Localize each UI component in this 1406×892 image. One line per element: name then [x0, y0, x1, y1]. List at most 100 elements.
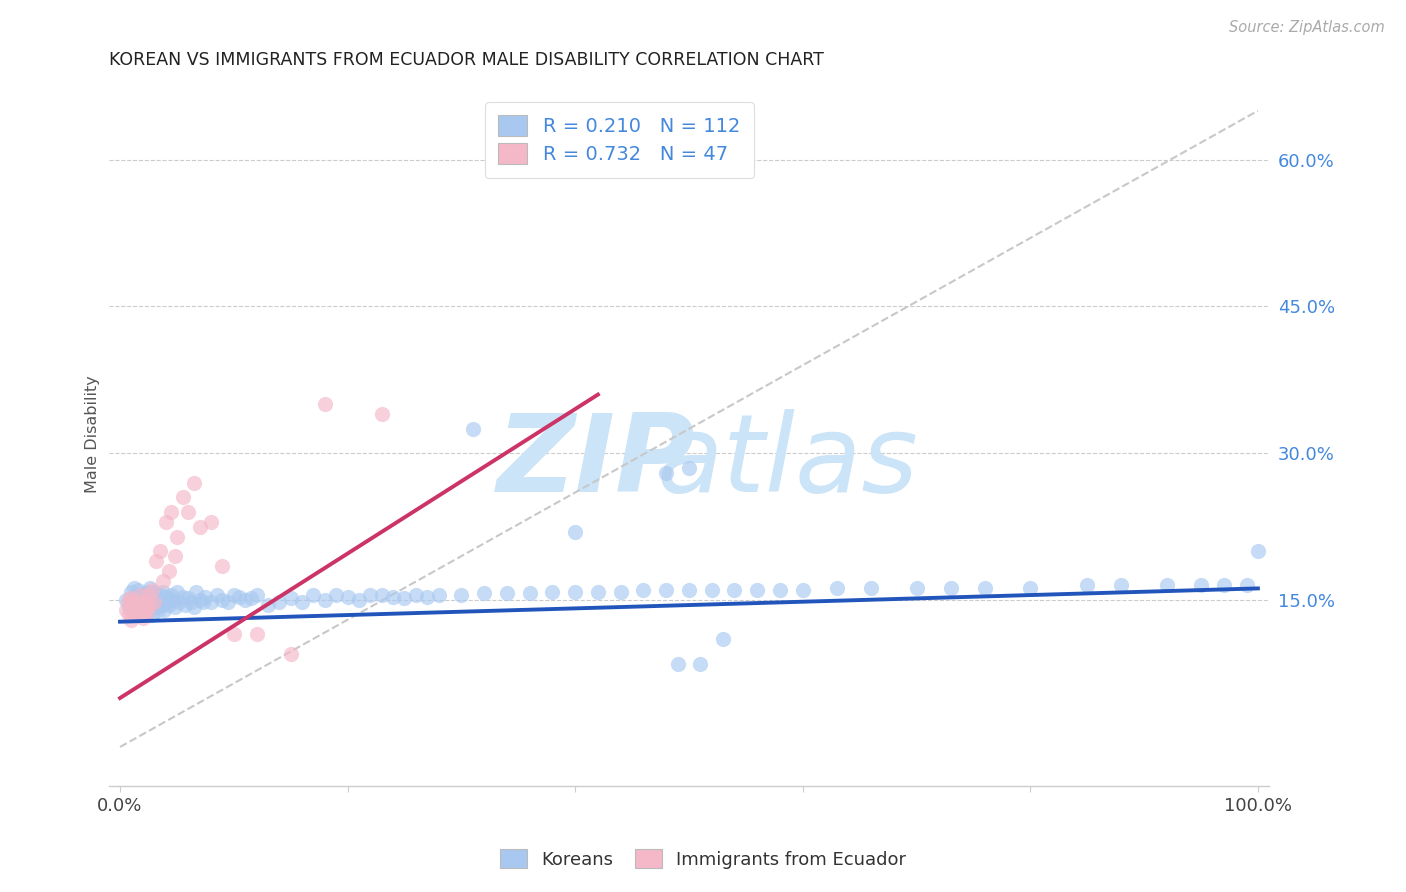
Point — [141, 583, 163, 598]
Point — [157, 598, 180, 612]
Point — [427, 588, 450, 602]
Point — [191, 595, 214, 609]
Point — [519, 586, 541, 600]
Point — [371, 407, 394, 421]
Point — [269, 595, 291, 609]
Point — [136, 585, 159, 599]
Point — [145, 554, 167, 568]
Point — [124, 598, 146, 612]
Point — [138, 588, 160, 602]
Point — [138, 596, 160, 610]
Point — [149, 595, 172, 609]
Point — [1111, 578, 1133, 592]
Legend: Koreans, Immigrants from Ecuador: Koreans, Immigrants from Ecuador — [492, 841, 914, 876]
Point — [496, 586, 519, 600]
Point — [141, 607, 163, 622]
Point — [122, 582, 145, 596]
Point — [200, 595, 222, 609]
Point — [711, 632, 734, 647]
Point — [186, 585, 208, 599]
Point — [127, 583, 149, 598]
Point — [124, 595, 146, 609]
Point — [700, 583, 723, 598]
Point — [860, 582, 883, 596]
Point — [129, 588, 152, 602]
Point — [114, 593, 136, 607]
Point — [1236, 578, 1258, 592]
Point — [280, 647, 302, 661]
Point — [134, 591, 156, 606]
Point — [792, 583, 814, 598]
Point — [132, 611, 155, 625]
Point — [149, 544, 172, 558]
Point — [689, 657, 711, 671]
Text: ZIP: ZIP — [496, 409, 696, 515]
Point — [166, 585, 188, 599]
Point — [152, 585, 174, 599]
Point — [222, 588, 245, 602]
Point — [172, 491, 194, 505]
Point — [1212, 578, 1234, 592]
Point — [120, 595, 142, 609]
Point — [1156, 578, 1178, 592]
Point — [129, 603, 152, 617]
Text: Source: ZipAtlas.com: Source: ZipAtlas.com — [1229, 20, 1385, 35]
Point — [114, 603, 136, 617]
Point — [139, 598, 162, 612]
Point — [678, 461, 700, 475]
Point — [188, 593, 211, 607]
Point — [138, 598, 160, 612]
Point — [120, 613, 142, 627]
Point — [1076, 578, 1098, 592]
Point — [233, 593, 256, 607]
Point — [134, 603, 156, 617]
Point — [382, 591, 405, 605]
Point — [143, 595, 166, 609]
Point — [747, 583, 769, 598]
Point — [302, 588, 325, 602]
Point — [609, 585, 631, 599]
Point — [160, 588, 183, 602]
Text: KOREAN VS IMMIGRANTS FROM ECUADOR MALE DISABILITY CORRELATION CHART: KOREAN VS IMMIGRANTS FROM ECUADOR MALE D… — [108, 51, 824, 69]
Point — [205, 588, 228, 602]
Point — [118, 607, 141, 622]
Point — [177, 505, 200, 519]
Point — [129, 595, 152, 609]
Point — [461, 422, 484, 436]
Legend: R = 0.210   N = 112, R = 0.732   N = 47: R = 0.210 N = 112, R = 0.732 N = 47 — [485, 102, 754, 178]
Point — [359, 588, 381, 602]
Point — [153, 603, 176, 617]
Point — [472, 586, 495, 600]
Point — [633, 583, 655, 598]
Point — [416, 591, 439, 605]
Point — [564, 524, 586, 539]
Point — [120, 585, 142, 599]
Point — [127, 595, 149, 609]
Point — [211, 593, 233, 607]
Point — [150, 598, 173, 612]
Point — [132, 607, 155, 622]
Point — [188, 520, 211, 534]
Point — [163, 549, 186, 563]
Point — [135, 600, 157, 615]
Point — [245, 588, 267, 602]
Point — [655, 466, 678, 480]
Point — [723, 583, 745, 598]
Point — [149, 588, 172, 602]
Point — [200, 515, 222, 529]
Point — [655, 583, 678, 598]
Point — [905, 582, 928, 596]
Text: atlas: atlas — [657, 409, 918, 515]
Point — [257, 598, 280, 612]
Point — [973, 582, 995, 596]
Point — [156, 595, 179, 609]
Point — [173, 598, 195, 612]
Point — [117, 595, 139, 609]
Point — [325, 588, 347, 602]
Point — [163, 600, 186, 615]
Point — [152, 574, 174, 588]
Point — [336, 591, 359, 605]
Point — [172, 591, 194, 605]
Point — [122, 603, 145, 617]
Point — [146, 603, 169, 617]
